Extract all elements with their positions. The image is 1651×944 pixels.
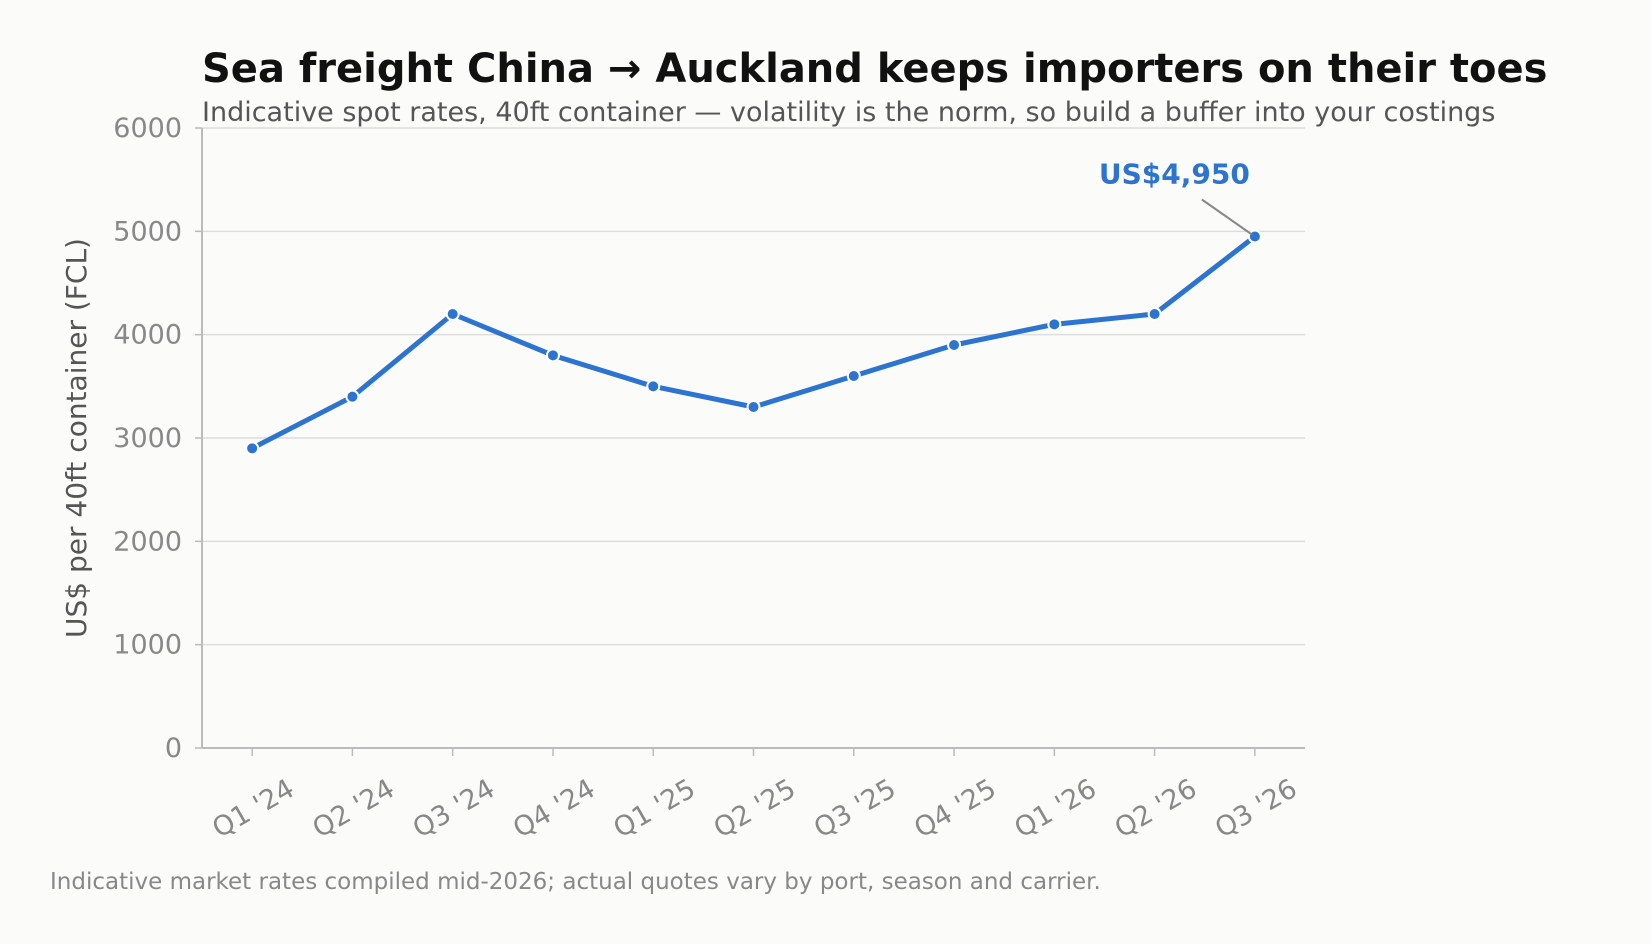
x-tick-label: Q4 '24 — [508, 773, 600, 844]
y-tick-label: 0 — [165, 733, 182, 764]
y-tick-label: 1000 — [113, 630, 182, 661]
x-tick-label: Q1 '26 — [1009, 773, 1101, 844]
annotation-leader-line — [1201, 198, 1253, 236]
footnote: Indicative market rates compiled mid-202… — [50, 869, 1101, 895]
data-point — [1247, 229, 1262, 244]
series-line — [245, 229, 1262, 456]
annotation-label: US$4,950 — [1099, 158, 1250, 191]
x-tick-label: Q2 '24 — [308, 773, 400, 844]
data-point — [445, 307, 460, 321]
axes — [195, 127, 1305, 756]
data-point — [846, 369, 861, 383]
y-tick-label: 5000 — [113, 216, 182, 247]
y-tick-label: 3000 — [113, 423, 182, 454]
chart-title: Sea freight China → Auckland keeps impor… — [202, 46, 1547, 92]
data-point — [545, 348, 560, 363]
x-tick-label: Q1 '25 — [608, 773, 700, 844]
data-point — [1047, 317, 1062, 332]
x-tick-label: Q4 '25 — [909, 773, 1001, 844]
data-point — [245, 441, 260, 456]
y-tick-label: 2000 — [113, 526, 182, 557]
x-tick-label: Q3 '26 — [1210, 773, 1302, 844]
chart-subtitle: Indicative spot rates, 40ft container — … — [202, 97, 1495, 128]
data-point — [746, 400, 761, 414]
x-tick-label: Q3 '24 — [408, 773, 500, 844]
series-polyline — [249, 234, 1258, 451]
gridlines — [202, 127, 1305, 646]
data-point — [947, 338, 962, 352]
x-tick-label: Q2 '25 — [709, 773, 801, 844]
data-point — [345, 389, 360, 404]
x-tick-label: Q3 '25 — [809, 773, 901, 844]
x-tick-label: Q1 '24 — [207, 773, 299, 844]
data-point — [646, 379, 661, 394]
y-tick-label: 4000 — [113, 320, 182, 351]
y-axis-label: US$ per 40ft container (FCL) — [60, 238, 93, 638]
annotation: US$4,950 — [1099, 158, 1253, 236]
y-tick-label: 6000 — [113, 113, 182, 144]
x-tick-label: Q2 '26 — [1110, 773, 1202, 844]
data-point — [1147, 307, 1162, 321]
